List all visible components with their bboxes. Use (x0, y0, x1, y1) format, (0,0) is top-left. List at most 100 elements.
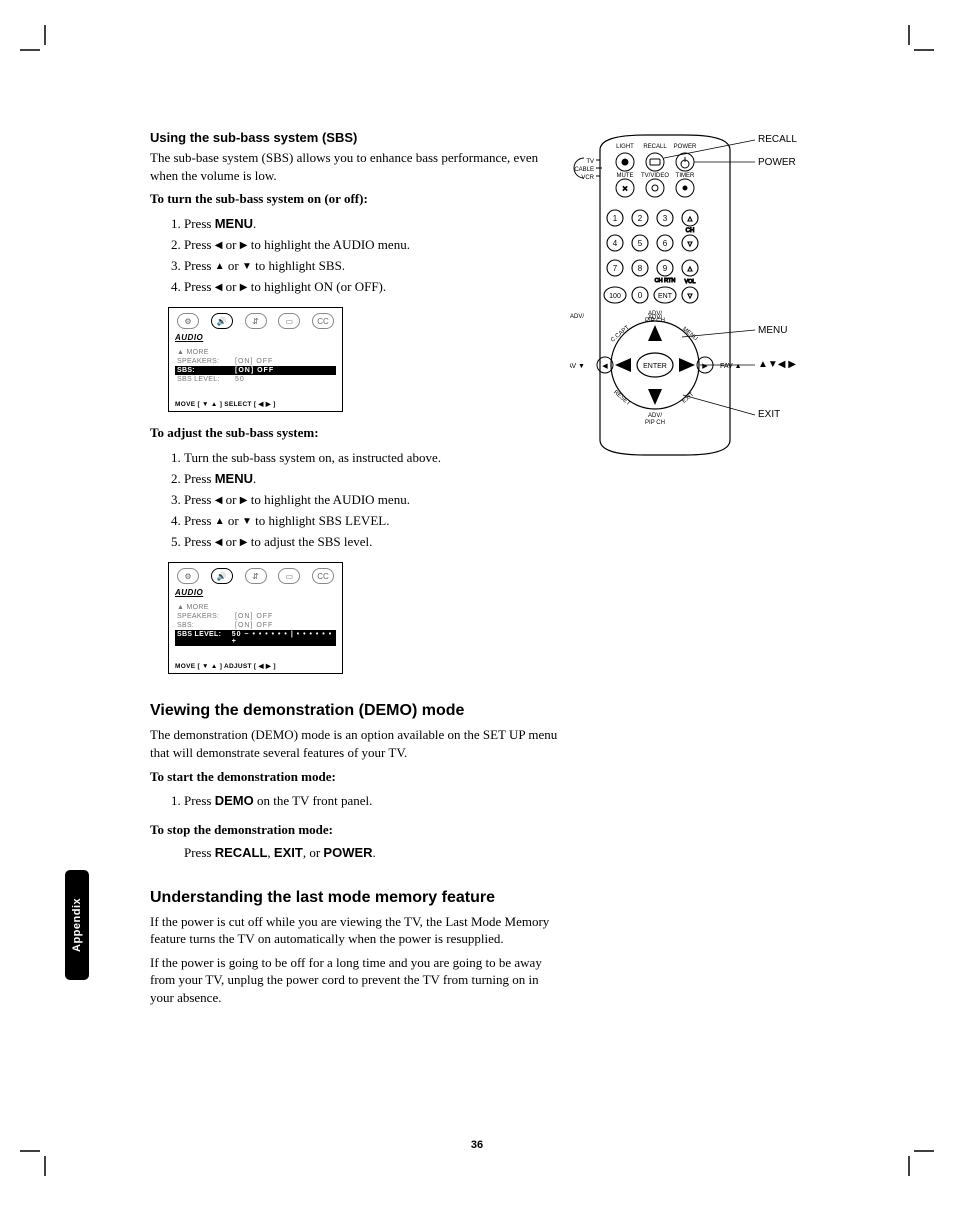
osd-tab-icon: ⇵ (245, 313, 267, 329)
osd-tab-icon: ⚙ (177, 313, 199, 329)
svg-text:4: 4 (613, 239, 618, 248)
svg-text:FAV ▲: FAV ▲ (720, 363, 742, 370)
heading-demo: Viewing the demonstration (DEMO) mode (150, 702, 560, 720)
crop-mark-icon (20, 1126, 70, 1181)
svg-text:CH RTN: CH RTN (655, 278, 676, 284)
body-text: The demonstration (DEMO) mode is an opti… (150, 726, 560, 761)
callout-power: POWER (758, 157, 796, 168)
svg-text:ENT: ENT (658, 293, 673, 300)
svg-text:TV/VIDEO: TV/VIDEO (641, 173, 669, 179)
list-item: Press ▲ or ▼ to highlight SBS LEVEL. (184, 511, 560, 531)
list-item: Press ◀ or ▶ to adjust the SBS level. (184, 532, 560, 552)
steps-start-demo: Press DEMO on the TV front panel. (184, 791, 560, 811)
remote-diagram: ✺ ✕ LIGHT RECALL POWER MUTE TV/VIDEO TIM… (570, 130, 810, 463)
callout-menu: MENU (758, 325, 787, 336)
lead-turn-on: To turn the sub-bass system on (or off): (150, 190, 560, 208)
osd-tab-icon: 🔊 (211, 568, 233, 584)
osd-tab-icon: ▭ (278, 568, 300, 584)
svg-text:9: 9 (663, 264, 668, 273)
svg-text:▲: ▲ (687, 216, 694, 223)
svg-text:▼: ▼ (687, 241, 694, 248)
osd-row: SBS LEVEL:50 − • • • • • • | • • • • • •… (175, 630, 336, 646)
svg-text:RESET: RESET (612, 390, 631, 408)
svg-text:LIGHT: LIGHT (616, 144, 634, 150)
crop-mark-icon (884, 25, 934, 80)
svg-text:C.CAPT: C.CAPT (610, 325, 631, 344)
svg-text:VOL: VOL (684, 279, 695, 285)
svg-text:5: 5 (638, 239, 643, 248)
callout-arrows: ▲▼◀ ▶ (758, 359, 796, 370)
svg-text:▲: ▲ (687, 266, 694, 273)
body-text: If the power is going to be off for a lo… (150, 954, 560, 1007)
osd-tab-icon: ⚙ (177, 568, 199, 584)
osd-tab-icon: CC (312, 568, 334, 584)
svg-text:2: 2 (638, 214, 643, 223)
callout-exit: EXIT (758, 409, 780, 420)
section-tab: Appendix (65, 870, 89, 980)
callout-recall: RECALL (758, 134, 797, 145)
osd-row: SBS:[ON] OFF (175, 621, 336, 630)
body-text: If the power is cut off while you are vi… (150, 913, 560, 948)
svg-text:▼: ▼ (687, 293, 694, 300)
svg-text:MENU: MENU (681, 326, 698, 342)
list-item: Press MENU. (184, 214, 560, 234)
page-number: 36 (0, 1139, 954, 1151)
body-text: Press RECALL, EXIT, or POWER. (184, 845, 560, 861)
svg-text:TIMER: TIMER (676, 173, 695, 179)
osd-row: ▲ MORE (175, 348, 336, 357)
heading-lastmode: Understanding the last mode memory featu… (150, 889, 560, 907)
list-item: Press ◀ or ▶ to highlight ON (or OFF). (184, 277, 560, 297)
list-item: Press ▲ or ▼ to highlight SBS. (184, 256, 560, 276)
osd-tab-icon: 🔊 (211, 313, 233, 329)
osd-footer: MOVE [ ▼ ▲ ] SELECT [ ◀ ▶ ] (175, 400, 336, 408)
svg-text:3: 3 (663, 214, 668, 223)
osd-row: SBS LEVEL:50 (175, 375, 336, 384)
svg-text:FAV ▼: FAV ▼ (570, 363, 585, 370)
svg-text:MUTE: MUTE (617, 173, 634, 179)
list-item: Press ◀ or ▶ to highlight the AUDIO menu… (184, 490, 560, 510)
svg-text:8: 8 (638, 264, 643, 273)
svg-text:CH: CH (686, 228, 695, 234)
svg-text:◀: ◀ (602, 363, 608, 370)
osd-title: AUDIO (175, 588, 336, 597)
lead-stop-demo: To stop the demonstration mode: (150, 821, 560, 839)
numpad (604, 210, 676, 303)
osd-footer: MOVE [ ▼ ▲ ] ADJUST [ ◀ ▶ ] (175, 662, 336, 670)
osd-row: SBS:[ON] OFF (175, 366, 336, 375)
svg-text:PIP CH: PIP CH (645, 420, 665, 426)
svg-text:100: 100 (609, 293, 621, 300)
body-text: The sub-base system (SBS) allows you to … (150, 149, 560, 184)
svg-text:✕: ✕ (622, 186, 628, 193)
lead-start-demo: To start the demonstration mode: (150, 768, 560, 786)
svg-text:RECALL: RECALL (643, 144, 667, 150)
svg-text:6: 6 (663, 239, 668, 248)
svg-text:0: 0 (638, 291, 643, 300)
svg-text:▶: ▶ (702, 363, 708, 370)
osd-menu-sbs: ⚙ 🔊 ⇵ ▭ CC AUDIO ▲ MORESPEAKERS:[ON] OFFSBS:[O… (168, 307, 343, 412)
osd-title: AUDIO (175, 333, 336, 342)
svg-text:ADV/: ADV/ (648, 413, 662, 419)
svg-text:ADV/: ADV/ (648, 311, 662, 317)
steps-turn-on: Press MENU.Press ◀ or ▶ to highlight the… (184, 214, 560, 298)
svg-text:7: 7 (613, 264, 618, 273)
heading-sbs: Using the sub-bass system (SBS) (150, 130, 560, 145)
osd-row: SPEAKERS:[ON] OFF (175, 357, 336, 366)
svg-text:ADV/: ADV/ (570, 314, 584, 320)
crop-mark-icon (20, 25, 70, 80)
svg-text:ENTER: ENTER (643, 363, 667, 370)
osd-tab-icon: ⇵ (245, 568, 267, 584)
steps-adjust: Turn the sub-bass system on, as instruct… (184, 448, 560, 553)
crop-mark-icon (884, 1126, 934, 1181)
osd-tab-icon: CC (312, 313, 334, 329)
list-item: Press DEMO on the TV front panel. (184, 791, 560, 811)
list-item: Press ◀ or ▶ to highlight the AUDIO menu… (184, 235, 560, 255)
svg-text:PIP CH: PIP CH (645, 318, 665, 324)
osd-menu-sbs-level: ⚙🔊⇵▭CCAUDIO▲ MORESPEAKERS:[ON] OFFSBS:[O… (168, 562, 343, 674)
svg-text:TV: TV (586, 159, 594, 165)
osd-tab-icon: ▭ (278, 313, 300, 329)
lead-adjust: To adjust the sub-bass system: (150, 424, 560, 442)
svg-text:1: 1 (613, 214, 618, 223)
svg-text:POWER: POWER (674, 144, 697, 150)
osd-row: SPEAKERS:[ON] OFF (175, 612, 336, 621)
list-item: Press MENU. (184, 469, 560, 489)
